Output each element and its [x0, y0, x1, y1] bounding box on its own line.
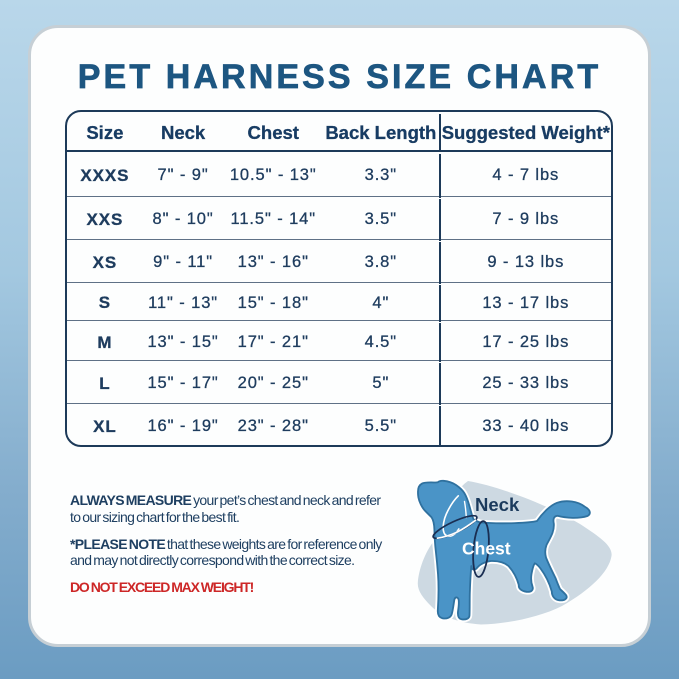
svg-text:Chest: Chest	[462, 539, 511, 559]
svg-text:Neck: Neck	[475, 494, 520, 515]
